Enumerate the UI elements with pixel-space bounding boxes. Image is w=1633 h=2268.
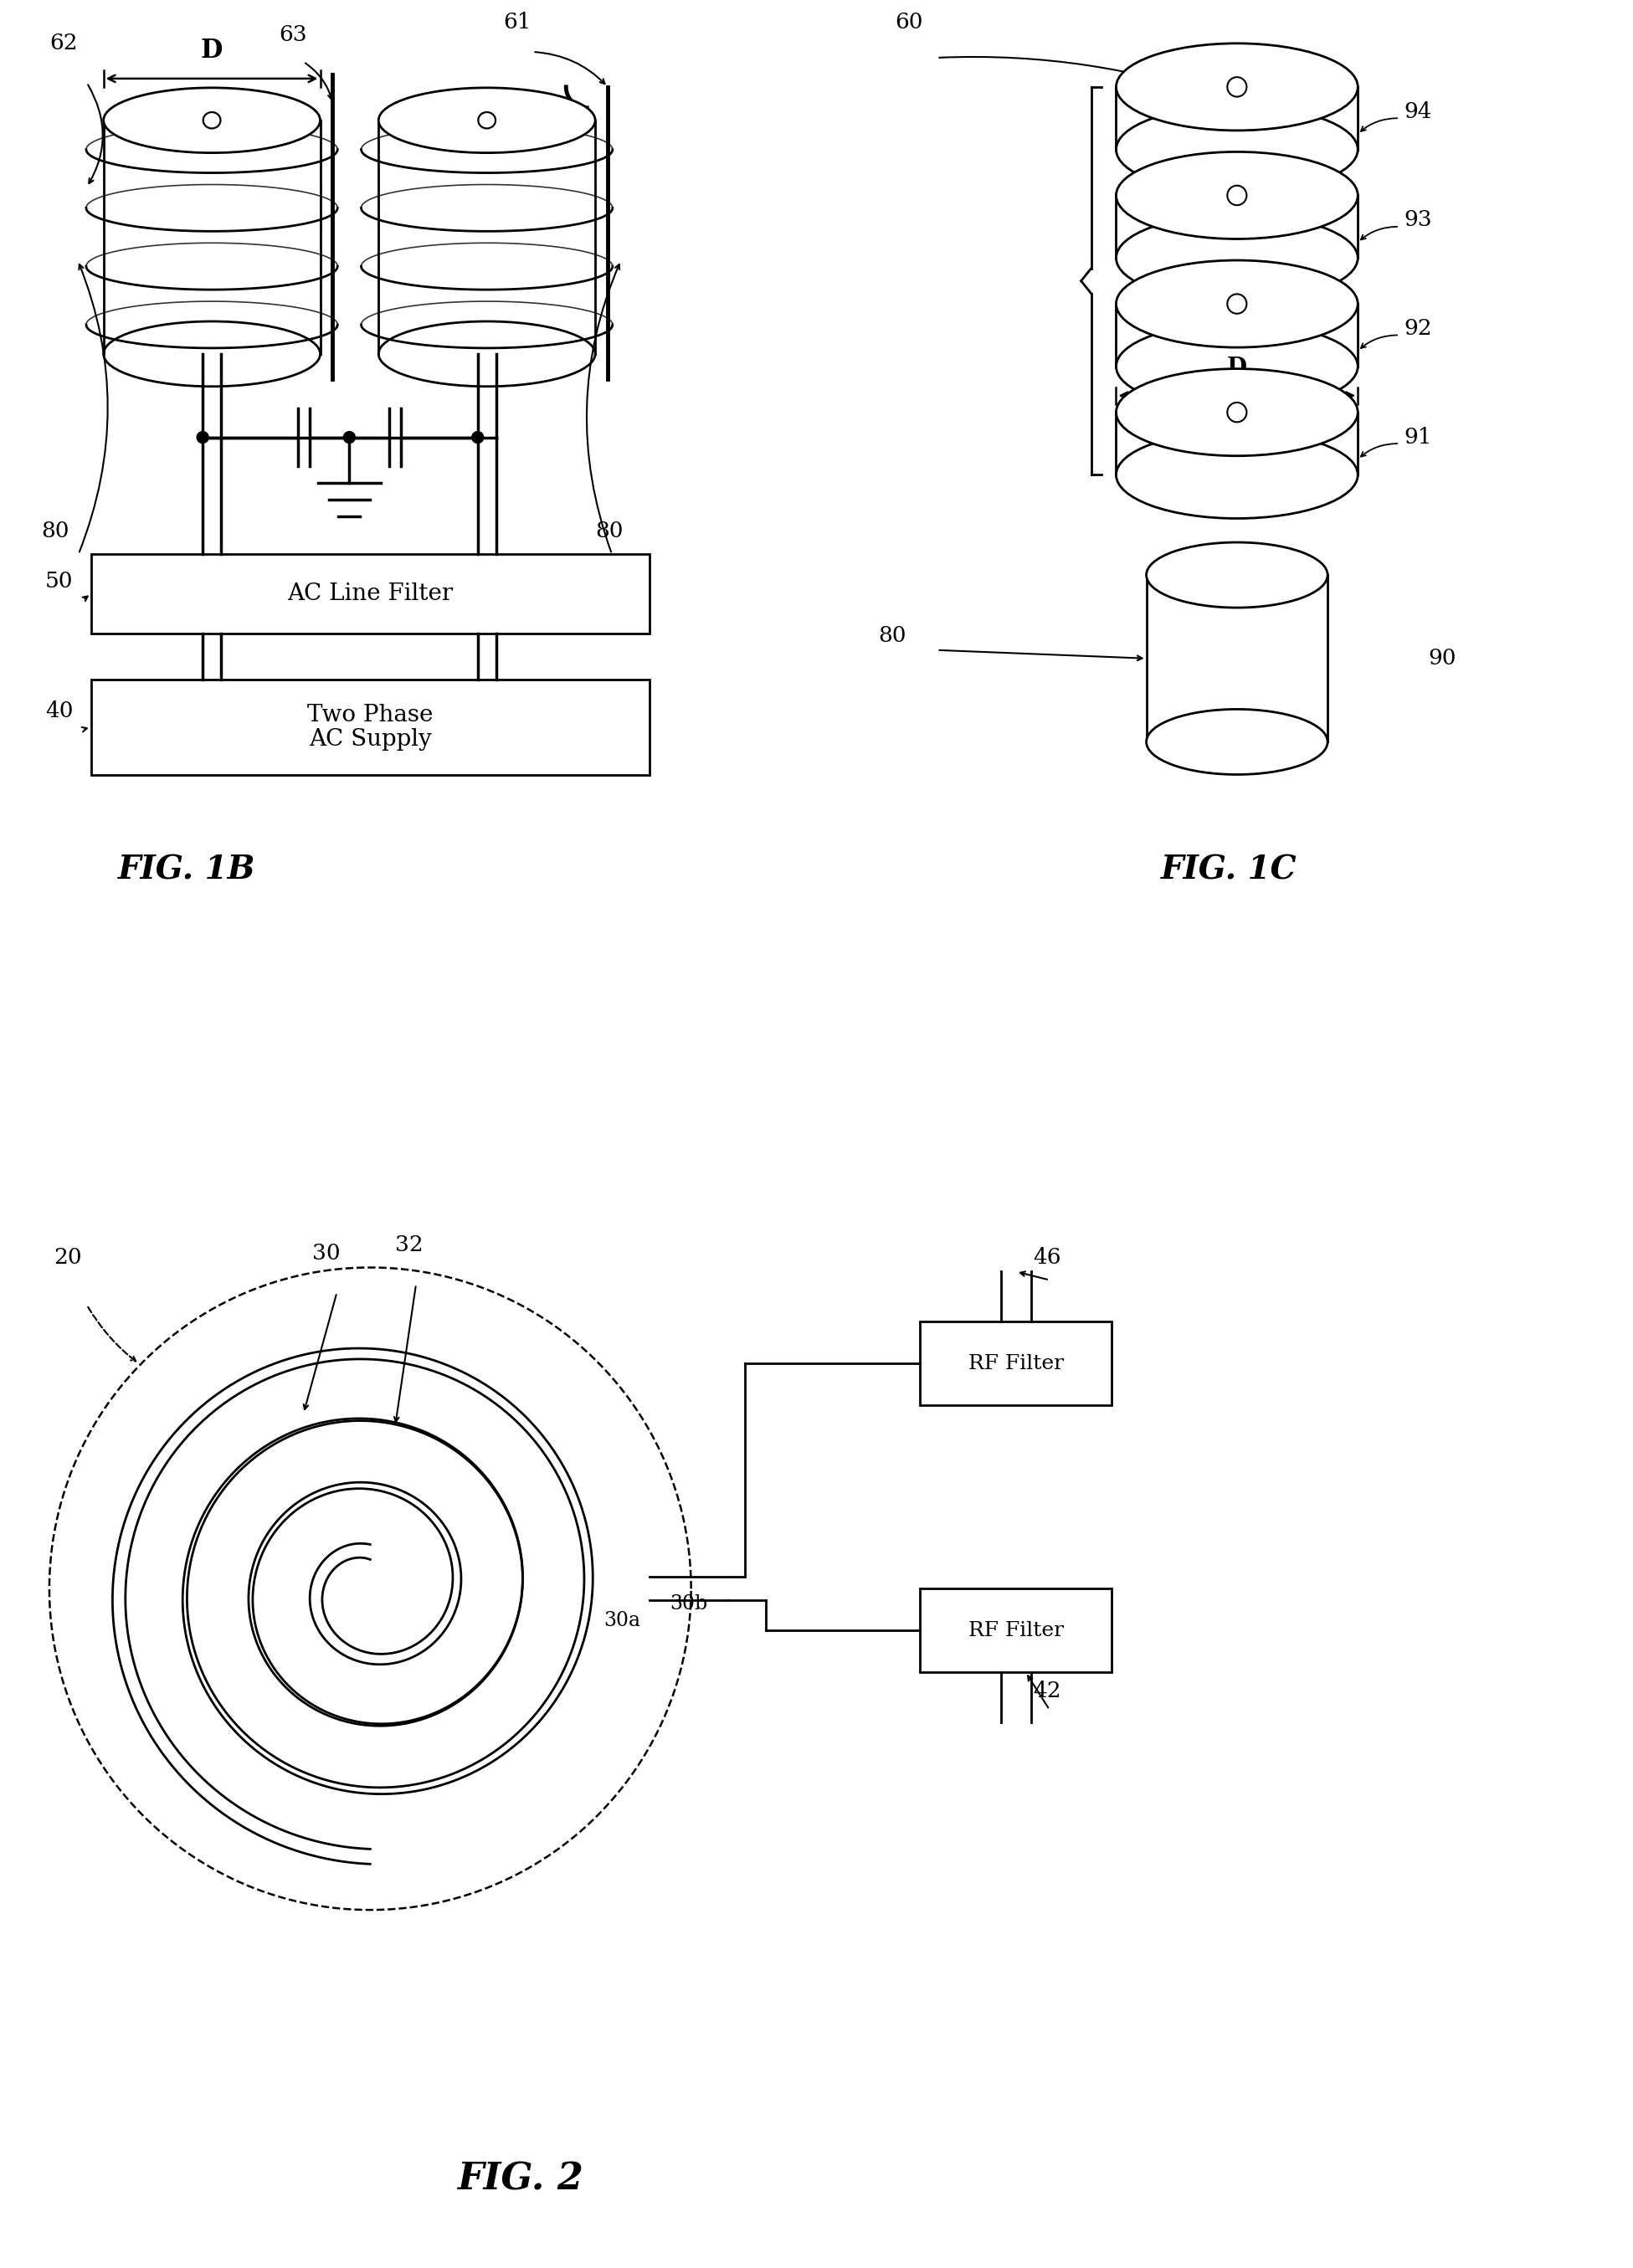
Ellipse shape (1146, 542, 1328, 608)
Ellipse shape (379, 88, 594, 152)
Text: 30: 30 (312, 1243, 340, 1263)
Ellipse shape (1228, 295, 1246, 313)
Bar (921, 1588, 1112, 1672)
Text: 94: 94 (1404, 102, 1432, 122)
Ellipse shape (1115, 107, 1357, 193)
Text: RF Filter: RF Filter (968, 1622, 1063, 1640)
Ellipse shape (478, 111, 495, 129)
Text: FIG. 2: FIG. 2 (457, 2161, 583, 2198)
Text: 30b: 30b (670, 1594, 709, 1615)
Text: 50: 50 (46, 572, 73, 592)
Text: 80: 80 (879, 626, 906, 646)
Text: 62: 62 (49, 32, 77, 54)
Ellipse shape (103, 322, 320, 386)
Text: 91: 91 (1404, 426, 1432, 447)
Ellipse shape (1146, 710, 1328, 776)
Text: 60: 60 (895, 11, 923, 32)
Ellipse shape (1115, 370, 1357, 456)
Text: 80: 80 (594, 522, 624, 542)
Text: AC Supply: AC Supply (309, 728, 431, 751)
Ellipse shape (1228, 186, 1246, 204)
Text: FIG. 1B: FIG. 1B (118, 855, 256, 887)
Text: 32: 32 (395, 1234, 423, 1254)
Text: 30a: 30a (604, 1610, 640, 1631)
Ellipse shape (1115, 152, 1357, 238)
Text: 63: 63 (279, 25, 307, 45)
Text: Two Phase: Two Phase (307, 703, 433, 726)
Circle shape (343, 431, 356, 442)
Text: 42: 42 (1032, 1681, 1061, 1701)
Text: 46: 46 (1032, 1247, 1061, 1268)
Text: 20: 20 (54, 1247, 82, 1268)
Ellipse shape (103, 88, 320, 152)
Ellipse shape (1115, 322, 1357, 411)
Text: 80: 80 (41, 522, 69, 542)
Ellipse shape (1115, 431, 1357, 519)
Text: RF Filter: RF Filter (968, 1354, 1063, 1372)
Text: D: D (201, 39, 222, 64)
Text: 61: 61 (503, 11, 532, 32)
Ellipse shape (1115, 215, 1357, 302)
Circle shape (472, 431, 483, 442)
Ellipse shape (1115, 261, 1357, 347)
Text: 93: 93 (1404, 209, 1432, 231)
Bar (91, 553, 650, 633)
Text: 40: 40 (46, 701, 73, 721)
Text: 90: 90 (1429, 649, 1457, 669)
Text: 92: 92 (1404, 318, 1432, 338)
Circle shape (198, 431, 209, 442)
Ellipse shape (379, 322, 594, 386)
Ellipse shape (1115, 43, 1357, 132)
Text: AC Line Filter: AC Line Filter (287, 583, 452, 606)
Text: D: D (1226, 356, 1248, 379)
Text: FIG. 1C: FIG. 1C (1161, 855, 1297, 887)
Ellipse shape (1228, 77, 1246, 98)
Bar (921, 1322, 1112, 1406)
Ellipse shape (1228, 401, 1246, 422)
Bar (91, 680, 650, 776)
Ellipse shape (202, 111, 220, 129)
